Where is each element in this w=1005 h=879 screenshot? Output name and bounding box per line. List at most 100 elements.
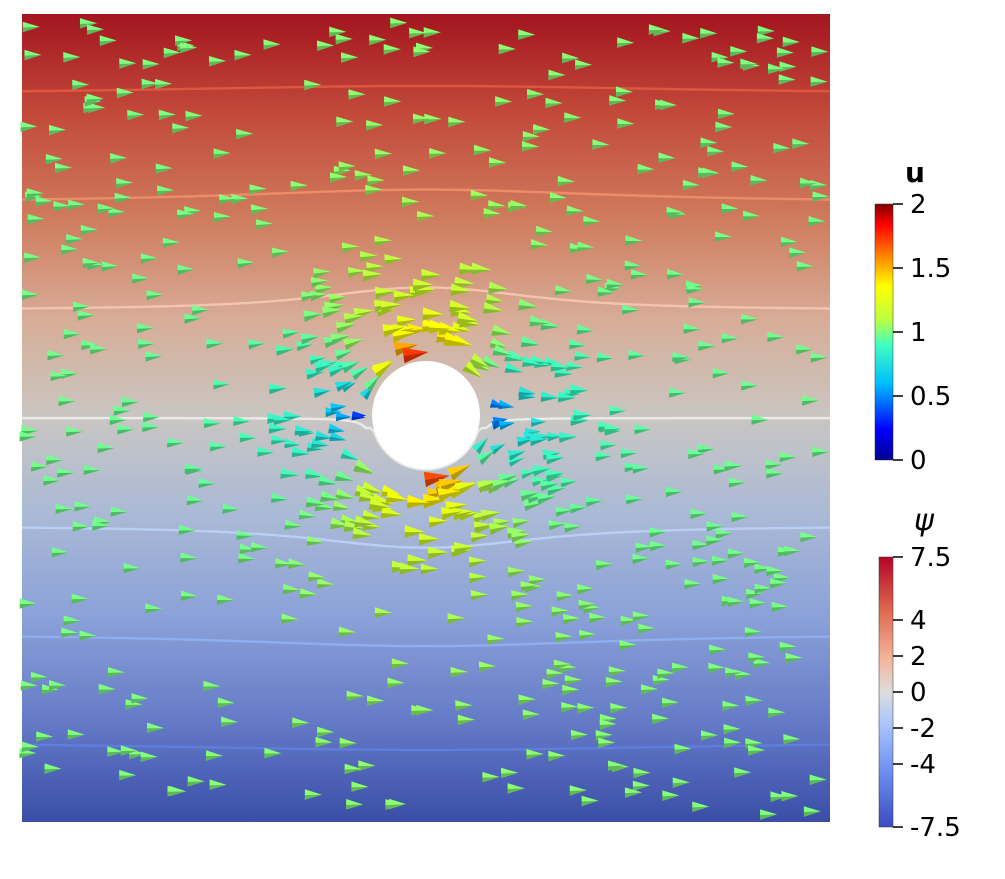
velocity-arrow — [282, 583, 301, 595]
velocity-arrow — [608, 666, 626, 677]
velocity-arrow — [555, 631, 573, 643]
velocity-arrow — [579, 629, 597, 641]
velocity-arrow — [624, 260, 642, 271]
velocity-arrow — [213, 211, 232, 223]
velocity-arrow — [536, 492, 557, 505]
velocity-arrow — [564, 675, 582, 686]
velocity-arrow — [560, 477, 578, 488]
velocity-arrow — [382, 324, 405, 338]
velocity-arrow — [754, 583, 772, 594]
velocity-arrow — [530, 417, 547, 427]
velocity-arrow — [760, 809, 778, 820]
velocity-arrow — [661, 697, 680, 709]
velocity-arrow — [177, 209, 195, 220]
velocity-arrow — [711, 555, 729, 566]
velocity-arrow — [305, 495, 326, 508]
velocity-arrow — [316, 40, 335, 52]
velocity-arrow — [510, 530, 531, 543]
velocity-arrow — [518, 386, 536, 397]
velocity-arrow — [526, 749, 544, 760]
velocity-arrow — [359, 251, 378, 263]
colorbar-u-tick-label: 1 — [910, 318, 927, 348]
velocity-arrow — [684, 578, 702, 590]
velocity-arrow — [619, 640, 637, 651]
velocity-arrow — [551, 606, 569, 617]
velocity-arrow — [753, 657, 771, 669]
velocity-arrow — [20, 121, 38, 133]
velocity-arrow — [649, 527, 667, 538]
velocity-arrow — [22, 21, 40, 33]
velocity-arrow — [450, 666, 468, 678]
velocity-arrow — [498, 420, 515, 431]
colorbar-u-tick-label: 0.5 — [910, 382, 951, 412]
velocity-arrow — [473, 521, 492, 533]
velocity-arrow — [529, 315, 549, 327]
velocity-arrow — [731, 511, 749, 523]
velocity-arrow — [315, 430, 333, 441]
velocity-arrow — [482, 771, 500, 783]
velocity-arrow — [649, 540, 667, 552]
velocity-arrow — [489, 443, 506, 455]
velocity-arrow — [340, 361, 360, 374]
velocity-arrow — [566, 360, 583, 371]
colorbar-u: u 2 1.5 1 0.5 0 — [874, 156, 951, 476]
velocity-arrow — [558, 431, 578, 443]
velocity-arrow — [77, 310, 95, 321]
velocity-arrow — [119, 58, 137, 69]
velocity-arrow — [607, 760, 626, 772]
velocity-arrow — [690, 508, 708, 520]
velocity-arrow — [447, 613, 466, 624]
velocity-arrow — [545, 453, 565, 465]
velocity-arrow — [362, 374, 381, 393]
velocity-arrow — [206, 338, 224, 349]
velocity-arrow — [712, 573, 730, 585]
velocity-arrow — [706, 535, 724, 546]
velocity-arrow — [734, 767, 752, 778]
velocity-arrow — [213, 148, 231, 159]
velocity-arrow — [63, 52, 81, 63]
velocity-arrow — [19, 431, 37, 442]
velocity-arrow — [468, 352, 490, 368]
velocity-arrow — [310, 277, 329, 288]
velocity-arrow — [353, 459, 374, 473]
velocity-arrow — [50, 370, 68, 382]
velocity-arrow — [488, 200, 506, 211]
velocity-arrow — [715, 528, 733, 539]
velocity-arrow — [800, 531, 818, 543]
velocity-arrow — [313, 267, 331, 279]
velocity-arrow — [633, 767, 651, 779]
velocity-arrow — [413, 278, 434, 292]
velocity-arrow — [749, 598, 767, 609]
velocity-arrow — [545, 469, 565, 481]
velocity-arrow — [530, 239, 549, 250]
velocity-arrow — [478, 661, 497, 673]
velocity-arrow — [54, 162, 72, 174]
velocity-arrow — [632, 463, 650, 474]
velocity-arrow — [532, 465, 552, 477]
velocity-arrow — [88, 102, 106, 114]
velocity-arrow — [771, 601, 789, 613]
velocity-arrow — [281, 613, 299, 625]
velocity-arrow — [396, 315, 417, 328]
velocity-arrow — [512, 517, 531, 529]
velocity-arrow — [390, 17, 408, 29]
velocity-arrow — [476, 481, 498, 494]
velocity-arrow — [180, 590, 198, 601]
velocity-arrow — [522, 709, 540, 720]
velocity-arrow — [624, 787, 643, 798]
velocity-arrow — [336, 116, 354, 128]
velocity-arrow — [640, 684, 659, 695]
velocity-arrow — [110, 153, 128, 164]
velocity-arrow — [315, 283, 333, 295]
velocity-arrow — [402, 196, 420, 208]
velocity-arrow — [520, 335, 541, 348]
velocity-arrow — [26, 188, 44, 199]
velocity-arrow — [255, 219, 274, 230]
colorbar-psi: ψ 7.5 4 2 0 -2 -4 -7.5 — [878, 503, 961, 843]
velocity-arrow — [366, 119, 384, 131]
velocity-arrow — [329, 26, 347, 38]
velocity-arrow — [250, 204, 269, 215]
velocity-arrow — [615, 86, 634, 97]
velocity-arrow — [351, 412, 366, 421]
velocity-arrow — [334, 488, 355, 500]
